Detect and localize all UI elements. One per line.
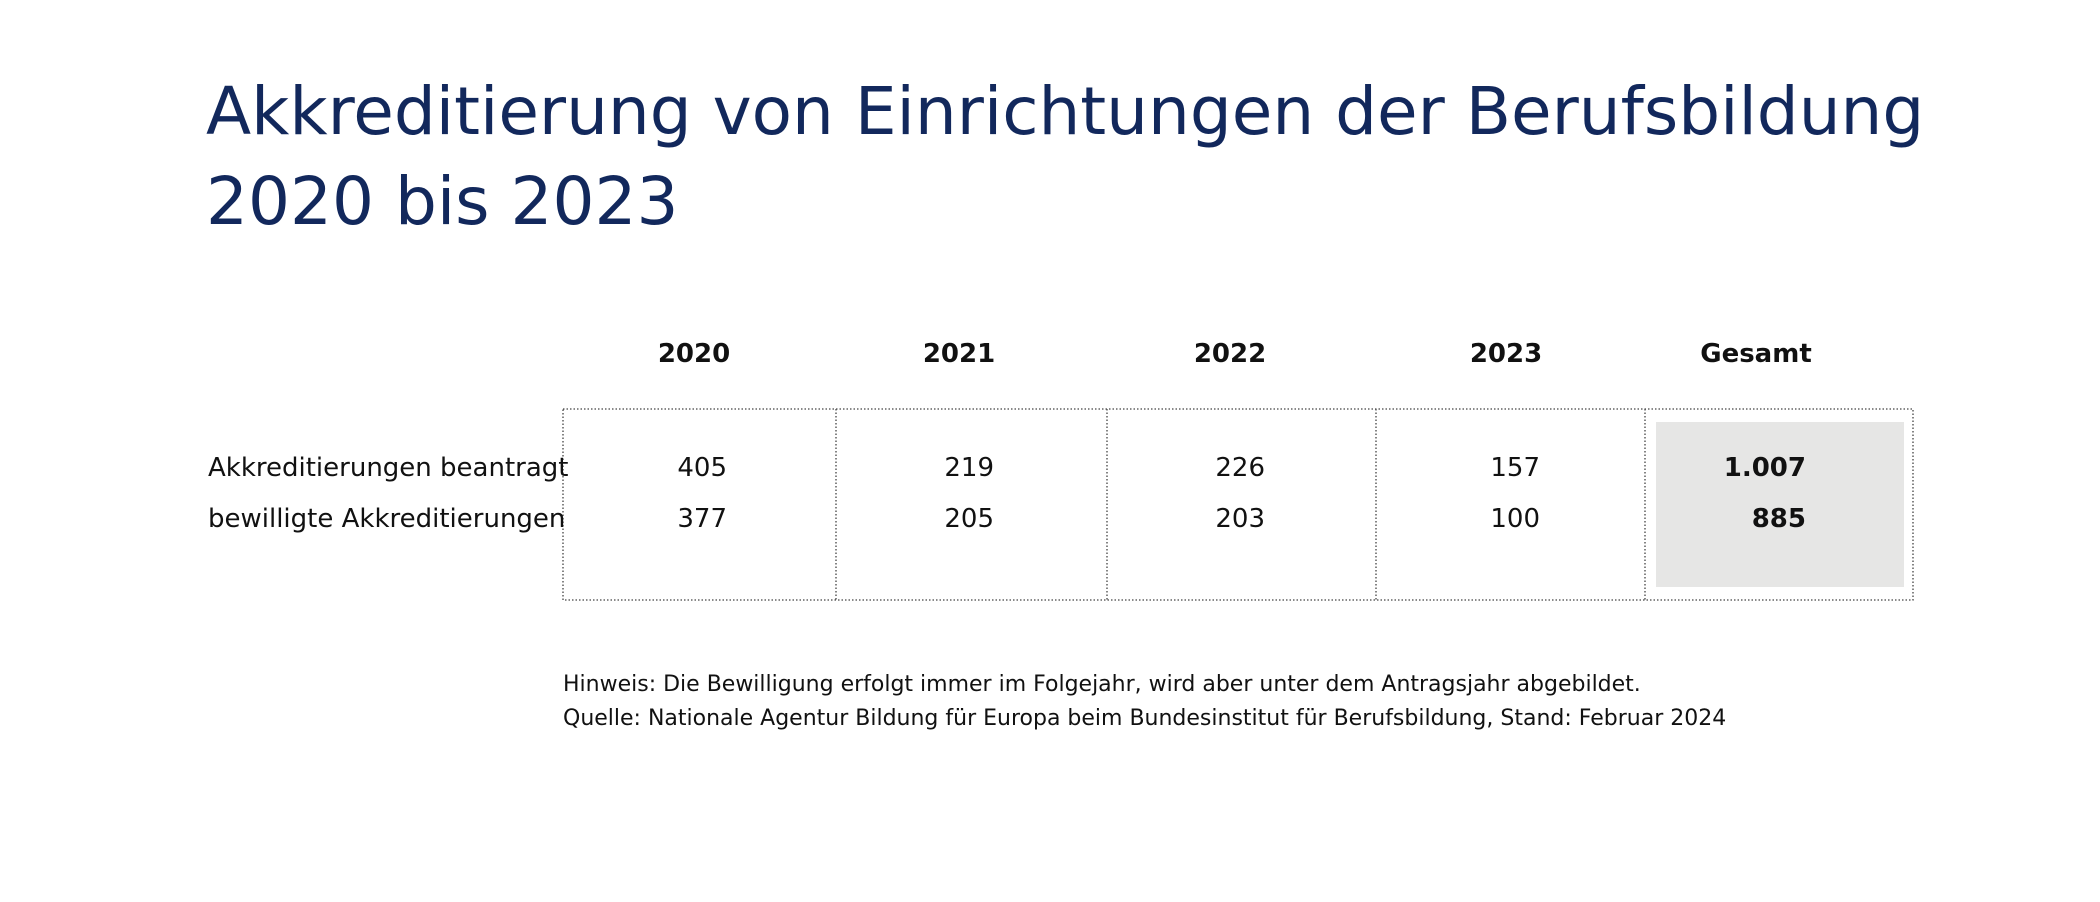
column-header: Gesamt — [1700, 339, 1812, 369]
title-line: Akkreditierung von Einrichtungen der Ber… — [206, 73, 1924, 150]
total-highlight — [1656, 422, 1904, 587]
table-cell: 1.007 — [1724, 453, 1806, 483]
table-cell: 157 — [1490, 453, 1540, 483]
footnote: Quelle: Nationale Agentur Bildung für Eu… — [563, 706, 1726, 731]
table-border — [562, 408, 1914, 601]
table-cell: 100 — [1490, 504, 1540, 534]
column-header: 2023 — [1470, 339, 1542, 369]
table-cell: 226 — [1215, 453, 1265, 483]
table-cell: 203 — [1215, 504, 1265, 534]
column-header: 2022 — [1194, 339, 1266, 369]
column-header: 2020 — [658, 339, 730, 369]
table-cell: 219 — [944, 453, 994, 483]
table-cell: 377 — [677, 504, 727, 534]
footnote: Hinweis: Die Bewilligung erfolgt immer i… — [563, 672, 1641, 697]
title-line: 2020 bis 2023 — [206, 163, 679, 240]
table-cell: 885 — [1752, 504, 1806, 534]
row-label: Akkreditierungen beantragt — [208, 453, 568, 483]
table-cell: 405 — [677, 453, 727, 483]
row-label: bewilligte Akkreditierungen — [208, 504, 565, 534]
table-cell: 205 — [944, 504, 994, 534]
column-header: 2021 — [923, 339, 995, 369]
